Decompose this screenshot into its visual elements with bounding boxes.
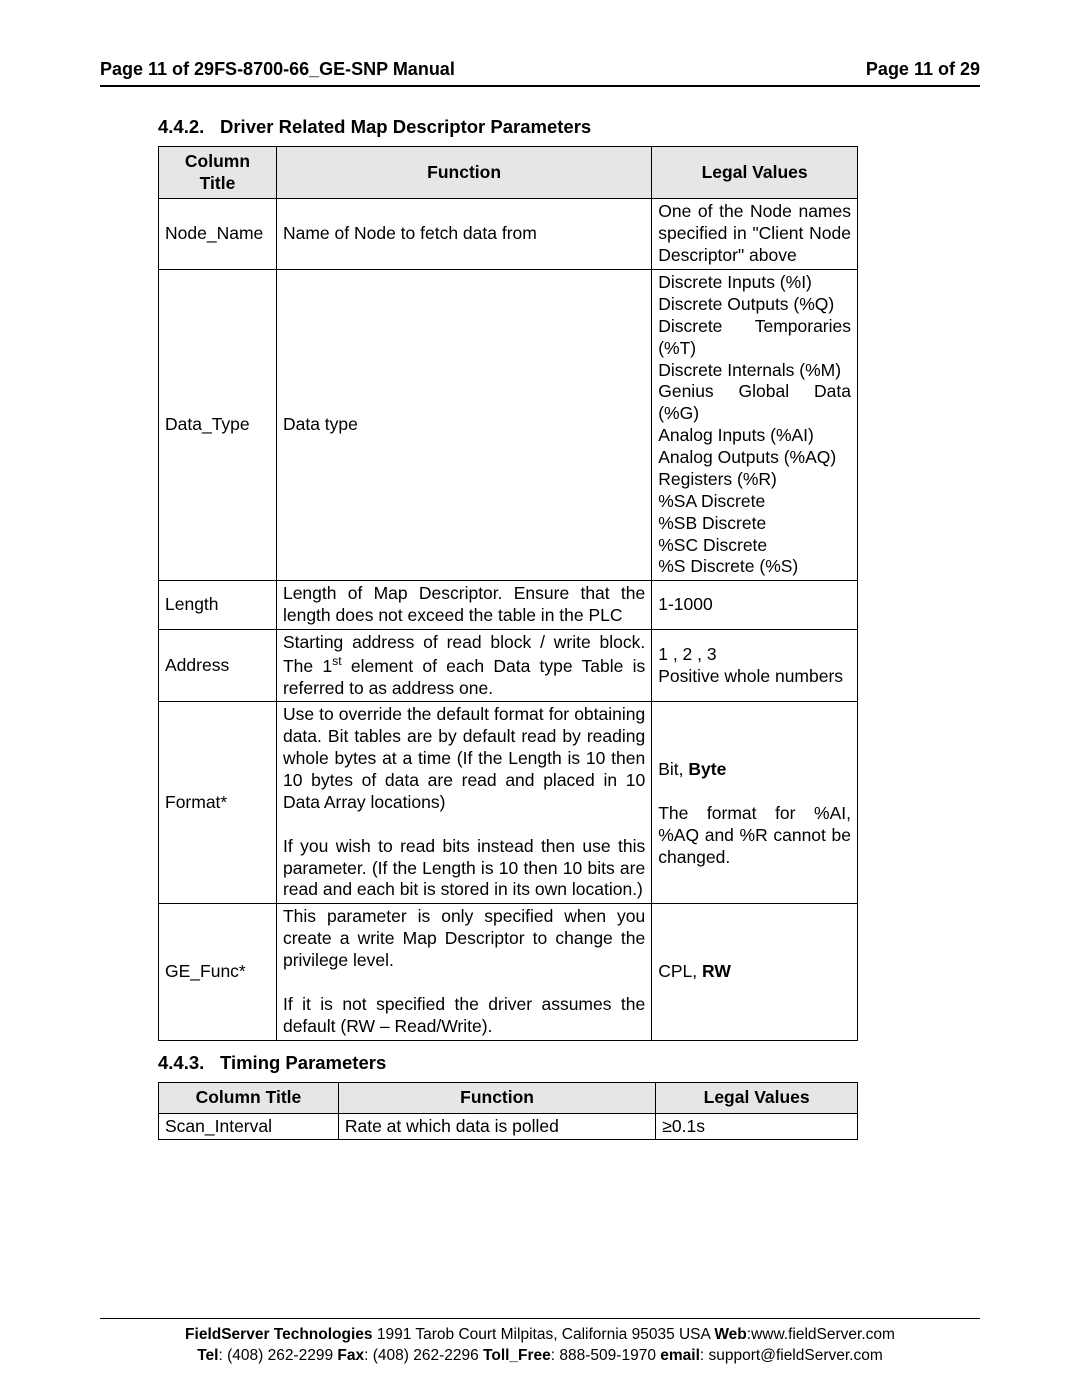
cell-text: Bit,	[658, 759, 688, 779]
cell-function: Rate at which data is polled	[338, 1113, 655, 1140]
table-row: Data_Type Data type Discrete Inputs (%I)…	[159, 270, 858, 581]
footer-web-label: Web	[714, 1326, 746, 1343]
cell-column: Length	[159, 581, 277, 630]
cell-function: Length of Map Descriptor. Ensure that th…	[276, 581, 651, 630]
bold-text: RW	[702, 961, 731, 981]
footer-tel: : (408) 262-2299	[218, 1347, 337, 1364]
cell-function: Name of Node to fetch data from	[276, 199, 651, 270]
cell-legal: CPL, RW	[652, 904, 858, 1040]
table-header-row: Column Title Function Legal Values	[159, 1082, 858, 1113]
footer-email-label: email	[660, 1347, 700, 1364]
cell-legal: ≥0.1s	[656, 1113, 858, 1140]
th-column-title: Column Title	[159, 1082, 339, 1113]
cell-legal: 1 , 2 , 3 Positive whole numbers	[652, 630, 858, 702]
cell-legal: One of the Node names specified in "Clie…	[652, 199, 858, 270]
cell-function: Data type	[276, 270, 651, 581]
header-rule	[100, 85, 980, 87]
section-number: 4.4.2.	[100, 115, 220, 138]
footer-rule	[100, 1318, 980, 1319]
timing-table: Column Title Function Legal Values Scan_…	[158, 1082, 858, 1141]
cell-column: Address	[159, 630, 277, 702]
section-title: Timing Parameters	[220, 1051, 386, 1074]
cell-function: Use to override the default format for o…	[276, 702, 651, 904]
section-title: Driver Related Map Descriptor Parameters	[220, 115, 591, 138]
th-legal-values: Legal Values	[656, 1082, 858, 1113]
th-column-title: Column Title	[159, 146, 277, 199]
cell-legal: Bit, Byte The format for %AI, %AQ and %R…	[652, 702, 858, 904]
footer-line-1: FieldServer Technologies 1991 Tarob Cour…	[100, 1325, 980, 1346]
footer-address: 1991 Tarob Court Milpitas, California 95…	[373, 1326, 715, 1343]
footer-fax: : (408) 262-2296	[364, 1347, 483, 1364]
footer-line-2: Tel: (408) 262-2299 Fax: (408) 262-2296 …	[100, 1346, 980, 1367]
cell-legal: 1-1000	[652, 581, 858, 630]
table-header-row: Column Title Function Legal Values	[159, 146, 858, 199]
superscript: st	[332, 654, 342, 668]
th-function: Function	[338, 1082, 655, 1113]
table-row: Scan_Interval Rate at which data is poll…	[159, 1113, 858, 1140]
header-right: Page 11 of 29	[866, 58, 980, 81]
th-function: Function	[276, 146, 651, 199]
table-row: Format* Use to override the default form…	[159, 702, 858, 904]
cell-column: Node_Name	[159, 199, 277, 270]
document-page: Page 11 of 29FS-8700-66_GE-SNP Manual Pa…	[0, 0, 1080, 1397]
footer-web: :www.fieldServer.com	[747, 1326, 895, 1343]
footer-email: : support@fieldServer.com	[700, 1347, 883, 1364]
th-legal-values: Legal Values	[652, 146, 858, 199]
table-row: Length Length of Map Descriptor. Ensure …	[159, 581, 858, 630]
header-left: Page 11 of 29FS-8700-66_GE-SNP Manual	[100, 58, 455, 81]
footer-fax-label: Fax	[337, 1347, 364, 1364]
cell-function: Starting address of read block / write b…	[276, 630, 651, 702]
page-header: Page 11 of 29FS-8700-66_GE-SNP Manual Pa…	[100, 58, 980, 85]
cell-column: Data_Type	[159, 270, 277, 581]
parameters-table: Column Title Function Legal Values Node_…	[158, 146, 858, 1041]
table-row: GE_Func* This parameter is only specifie…	[159, 904, 858, 1040]
section-heading-442: 4.4.2. Driver Related Map Descriptor Par…	[100, 115, 980, 138]
table-row: Node_Name Name of Node to fetch data fro…	[159, 199, 858, 270]
cell-text: CPL,	[658, 961, 702, 981]
cell-column: Scan_Interval	[159, 1113, 339, 1140]
section-number: 4.4.3.	[100, 1051, 220, 1074]
footer-tel-label: Tel	[197, 1347, 218, 1364]
cell-column: GE_Func*	[159, 904, 277, 1040]
cell-text: The format for %AI, %AQ and %R cannot be…	[658, 803, 851, 867]
section-heading-443: 4.4.3. Timing Parameters	[100, 1051, 980, 1074]
table-row: Address Starting address of read block /…	[159, 630, 858, 702]
footer-tollfree-label: Toll_Free	[483, 1347, 551, 1364]
page-footer: FieldServer Technologies 1991 Tarob Cour…	[100, 1318, 980, 1367]
bold-text: Byte	[688, 759, 726, 779]
cell-legal: Discrete Inputs (%I) Discrete Outputs (%…	[652, 270, 858, 581]
cell-column: Format*	[159, 702, 277, 904]
footer-company: FieldServer Technologies	[185, 1326, 373, 1343]
footer-tollfree: : 888-509-1970	[551, 1347, 660, 1364]
cell-function: This parameter is only specified when yo…	[276, 904, 651, 1040]
